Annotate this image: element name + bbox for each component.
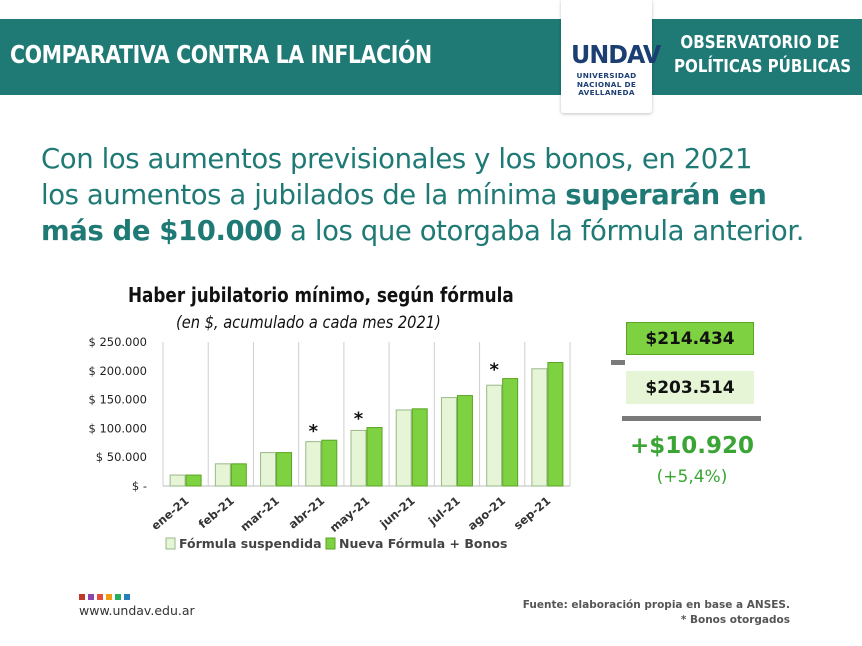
y-tick-label: $ 200.000 [88, 364, 147, 378]
bonus-annotation: * [309, 421, 319, 442]
observatorio-line: POLÍTICAS PÚBLICAS [674, 57, 852, 77]
logo-line: UNIVERSIDAD [576, 71, 637, 80]
y-tick-label: $ 50.000 [96, 450, 147, 464]
source-text: Fuente: elaboración propia en base a ANS… [522, 599, 790, 611]
bar [260, 452, 277, 487]
brand-dots [79, 594, 130, 600]
logo-line: NACIONAL DE [576, 79, 637, 89]
difference-value: +$10.920 [629, 433, 755, 459]
suspended-formula-value-box: $203.514 [626, 371, 754, 404]
logo-line: AVELLANEDA [578, 88, 635, 98]
legend-label: Fórmula suspendida [179, 536, 322, 551]
bar [486, 384, 503, 487]
footer-source: Fuente: elaboración propia en base a ANS… [523, 598, 790, 628]
bar [366, 427, 383, 487]
headline-emphasis: más de $10.000 [41, 215, 282, 247]
header-title: COMPARATIVA CONTRA LA INFLACIÓN [10, 40, 432, 69]
y-tick-label: $ 100.000 [88, 421, 147, 435]
bar [547, 361, 564, 487]
y-tick-label: $ 250.000 [88, 335, 147, 349]
legend-swatch [325, 537, 336, 550]
bonus-annotation: * [354, 409, 364, 430]
x-tick-label: sep-21 [511, 494, 553, 533]
headline-line: Con los aumentos previsionales y los bon… [41, 143, 753, 175]
x-tick-label: abr-21 [286, 494, 328, 532]
bar [531, 368, 548, 487]
comparison-marker [611, 360, 625, 365]
header-band [0, 19, 862, 95]
x-tick-label: jul-21 [425, 494, 463, 529]
x-tick-label: feb-21 [196, 494, 237, 532]
x-tick-label: ago-21 [465, 494, 508, 533]
source-note: * Bonos otorgados [680, 614, 790, 626]
logo-letters: UNDAV [571, 40, 661, 69]
observatorio-title: OBSERVATORIO DE POLÍTICAS PÚBLICAS [660, 31, 860, 79]
brand-dot [124, 594, 130, 600]
bar [321, 439, 338, 487]
bar [395, 409, 412, 487]
undav-logo: UNDAV UNIVERSIDAD NACIONAL DE AVELLANEDA [561, 0, 661, 113]
chart-subtitle: (en $, acumulado a cada mes 2021) [176, 313, 441, 333]
bar [350, 429, 367, 487]
headline-text: los aumentos a jubilados de la mínima [41, 179, 566, 211]
bar [185, 474, 202, 487]
bar [276, 452, 293, 487]
bar [305, 441, 322, 487]
y-tick-label: $ - [132, 479, 147, 493]
bar [230, 463, 247, 487]
x-tick-label: may-21 [327, 494, 373, 535]
comparison-baseline [622, 416, 761, 421]
brand-dot [115, 594, 121, 600]
x-tick-label: jun-21 [376, 494, 417, 532]
observatorio-line: OBSERVATORIO DE [680, 33, 840, 53]
brand-dot [106, 594, 112, 600]
legend-swatch [165, 537, 176, 550]
bar [411, 408, 428, 487]
x-tick-label: ene-21 [148, 494, 191, 533]
x-tick-label: mar-21 [238, 494, 282, 534]
chart-title: Haber jubilatorio mínimo, según fórmula [128, 283, 514, 307]
bar [169, 474, 186, 487]
bar [440, 397, 457, 487]
bar [456, 395, 473, 487]
headline-line: los aumentos a jubilados de la mínima su… [41, 177, 841, 213]
headline-text: a los que otorgaba la fórmula anterior. [281, 215, 805, 247]
headline-emphasis: superarán en [565, 179, 767, 211]
legend-label: Nueva Fórmula + Bonos [339, 536, 507, 551]
y-tick-label: $ 150.000 [88, 393, 147, 407]
bar-chart: $ 250.000 $ 200.000 $ 150.000 $ 100.000 $ 50… [88, 335, 571, 551]
brand-dot [97, 594, 103, 600]
footer-url: www.undav.edu.ar [79, 603, 195, 618]
bar [214, 463, 231, 487]
bar [502, 378, 519, 487]
brand-dot [79, 594, 85, 600]
headline: Con los aumentos previsionales y los bon… [41, 141, 841, 249]
logo-text: UNIVERSIDAD NACIONAL DE AVELLANEDA [567, 71, 646, 98]
difference-percent: (+5,4%) [656, 467, 728, 487]
brand-dot [88, 594, 94, 600]
new-formula-value-box: $214.434 [626, 322, 754, 355]
bonus-annotation: * [489, 360, 499, 381]
undav-logo-mark: UNDAV [571, 40, 661, 70]
headline-line: más de $10.000 a los que otorgaba la fór… [41, 213, 841, 249]
